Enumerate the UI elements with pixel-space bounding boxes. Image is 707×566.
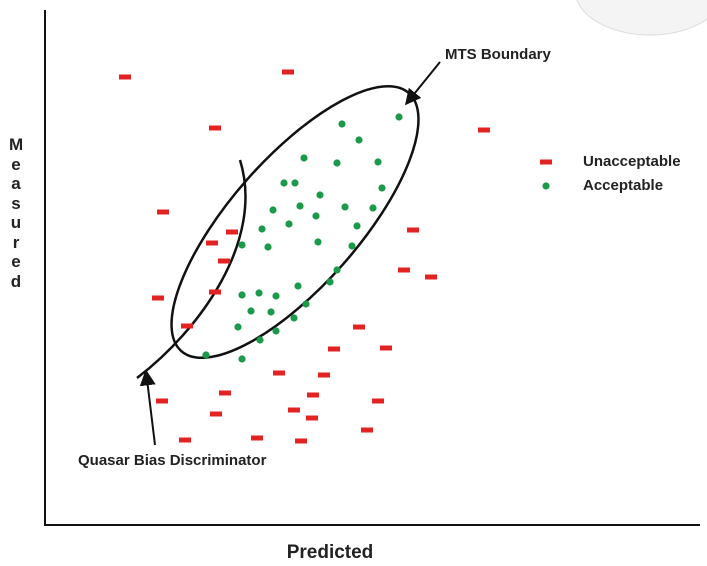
dot-point	[255, 289, 262, 296]
dot-point	[290, 314, 297, 321]
dash-point	[251, 436, 263, 441]
dot-point	[314, 238, 321, 245]
dot-point	[267, 308, 274, 315]
dash-point	[152, 296, 164, 301]
dash-point	[353, 325, 365, 330]
legend-label: Acceptable	[583, 177, 663, 194]
dash-point	[306, 416, 318, 421]
dash-point	[210, 412, 222, 417]
dot-point	[333, 159, 340, 166]
dash-point	[157, 210, 169, 215]
dash-point	[209, 290, 221, 295]
dash-point	[361, 428, 373, 433]
legend-label: Unacceptable	[583, 153, 681, 170]
dot-point	[269, 206, 276, 213]
dot-point	[348, 242, 355, 249]
dot-point	[374, 158, 381, 165]
dot-point	[302, 300, 309, 307]
dot-point	[296, 202, 303, 209]
dash-point	[398, 268, 410, 273]
dot-point	[338, 120, 345, 127]
x-axis-label: Predicted	[287, 542, 374, 563]
dash-point	[218, 259, 230, 264]
dash-point	[478, 128, 490, 133]
dot-point	[333, 266, 340, 273]
arrow	[146, 371, 155, 445]
dash-point	[307, 393, 319, 398]
dash-point	[181, 324, 193, 329]
chart: MTS Boundary Quasar Bias Discriminator P…	[0, 0, 707, 566]
decoration	[575, 0, 707, 35]
dash-point	[206, 241, 218, 246]
dot-point	[272, 327, 279, 334]
legend-marker	[542, 182, 549, 189]
dash-point	[179, 438, 191, 443]
dash-point	[282, 70, 294, 75]
dot-point	[341, 203, 348, 210]
dash-point	[407, 228, 419, 233]
dot-point	[355, 136, 362, 143]
discriminator-curve	[137, 160, 245, 378]
dot-point	[234, 323, 241, 330]
dot-point	[326, 278, 333, 285]
dash-point	[425, 275, 437, 280]
dot-point	[247, 307, 254, 314]
dot-point	[312, 212, 319, 219]
dot-point	[369, 204, 376, 211]
page: MTS Boundary Quasar Bias Discriminator P…	[0, 0, 707, 566]
dot-point	[285, 220, 292, 227]
dash-point	[318, 373, 330, 378]
dash-point	[119, 75, 131, 80]
arrow	[406, 62, 440, 104]
annotation: MTS Boundary	[445, 46, 551, 63]
dot-point	[256, 336, 263, 343]
dash-point	[219, 391, 231, 396]
dot-point	[238, 241, 245, 248]
dot-point	[316, 191, 323, 198]
dot-point	[272, 292, 279, 299]
dot-point	[258, 225, 265, 232]
dot-point	[238, 355, 245, 362]
dash-point	[372, 399, 384, 404]
dot-point	[353, 222, 360, 229]
dash-point	[209, 126, 221, 131]
dash-point	[328, 347, 340, 352]
dot-point	[294, 282, 301, 289]
dot-point	[378, 184, 385, 191]
dash-point	[380, 346, 392, 351]
dash-point	[273, 371, 285, 376]
annotation: Quasar Bias Discriminator	[78, 452, 267, 469]
y-axis-label: Measured	[9, 135, 23, 291]
dot-point	[280, 179, 287, 186]
dash-point	[288, 408, 300, 413]
dot-point	[238, 291, 245, 298]
dot-point	[202, 351, 209, 358]
legend-marker	[540, 160, 552, 165]
dot-point	[300, 154, 307, 161]
dash-point	[295, 439, 307, 444]
dash-point	[226, 230, 238, 235]
dot-point	[395, 113, 402, 120]
dot-point	[264, 243, 271, 250]
dot-point	[291, 179, 298, 186]
dash-point	[156, 399, 168, 404]
